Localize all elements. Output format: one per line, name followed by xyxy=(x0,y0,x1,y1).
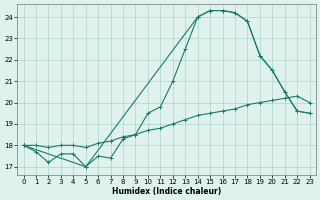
X-axis label: Humidex (Indice chaleur): Humidex (Indice chaleur) xyxy=(112,187,221,196)
